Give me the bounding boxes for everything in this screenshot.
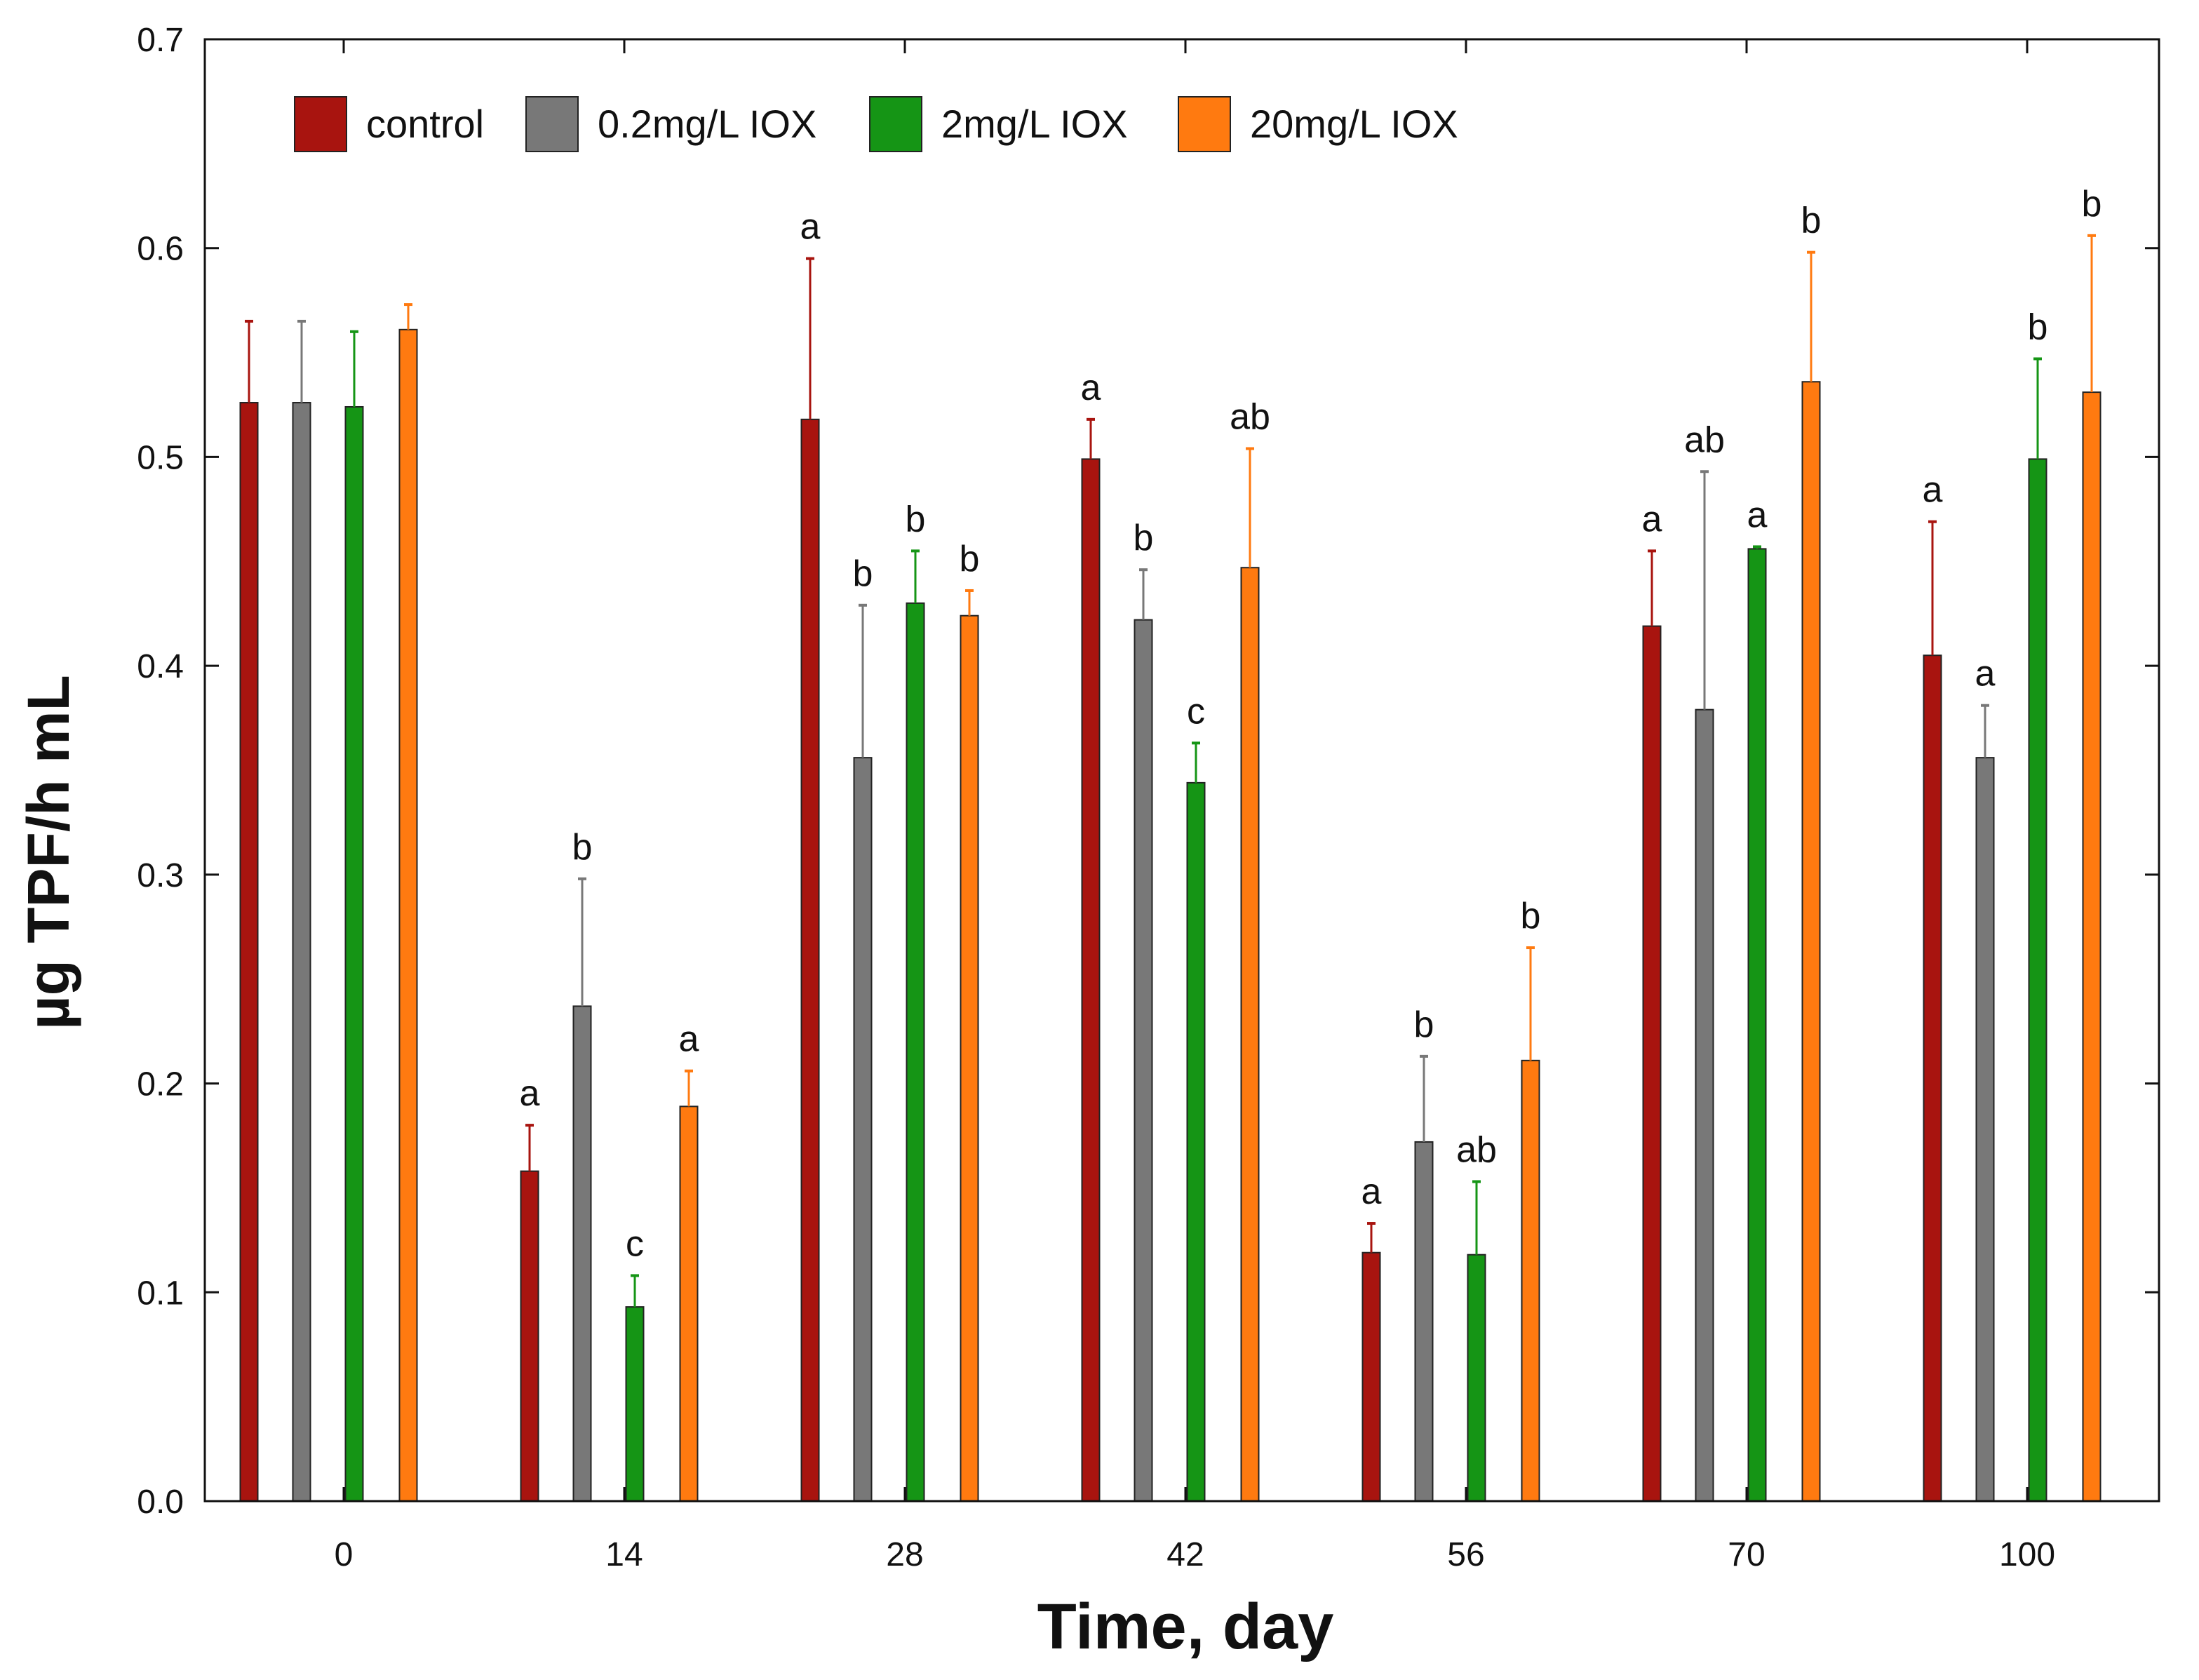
legend-swatch: [294, 96, 347, 152]
significance-label: a: [520, 1073, 540, 1114]
bar: [572, 1005, 592, 1502]
bar: [1467, 1254, 1486, 1502]
bar: [292, 402, 311, 1502]
significance-label: b: [960, 539, 980, 579]
plot-frame: [203, 38, 2160, 1503]
legend-label: 0.2mg/L IOX: [598, 102, 816, 146]
significance-label: b: [1521, 896, 1541, 936]
significance-label: ab: [1230, 397, 1270, 438]
x-tick-label: 70: [1728, 1536, 1765, 1573]
significance-label: b: [853, 553, 873, 594]
y-tick-label: 0.0: [137, 1484, 184, 1521]
significance-label: b: [906, 499, 926, 539]
legend-swatch: [869, 96, 922, 152]
bar: [1361, 1251, 1381, 1502]
bar: [398, 328, 418, 1502]
legend-label: 2mg/L IOX: [941, 102, 1128, 146]
bar: [2028, 458, 2047, 1502]
significance-label: b: [1801, 201, 1822, 241]
legend-swatch: [525, 96, 579, 152]
significance-label: b: [2082, 184, 2102, 224]
y-axis-title: µg TPF/h mL: [15, 675, 81, 1030]
y-tick-label: 0.3: [137, 857, 184, 894]
x-tick-label: 14: [605, 1536, 643, 1573]
bar: [1240, 567, 1260, 1502]
y-tick-label: 0.5: [137, 439, 184, 476]
x-tick-label: 42: [1166, 1536, 1204, 1573]
bar: [960, 614, 979, 1502]
bar: [1521, 1059, 1540, 1502]
significance-label: c: [1187, 691, 1205, 732]
y-tick-label: 0.4: [137, 648, 184, 685]
significance-label: ab: [1684, 419, 1725, 460]
bar: [239, 402, 259, 1502]
bar: [679, 1106, 699, 1502]
bar: [344, 405, 364, 1502]
x-tick-label: 56: [1447, 1536, 1484, 1573]
bar: [520, 1170, 539, 1503]
x-tick-label: 0: [335, 1536, 354, 1573]
significance-label: ab: [1456, 1129, 1497, 1170]
bar: [625, 1306, 645, 1503]
bar: [1923, 654, 1942, 1502]
legend: control 0.2mg/L IOX 2mg/L IOX 20mg/L IOX: [294, 96, 1458, 152]
bar: [906, 602, 925, 1502]
y-tick-label: 0.1: [137, 1275, 184, 1312]
bar: [1642, 625, 1662, 1502]
legend-label: control: [366, 102, 484, 146]
bar: [1801, 381, 1821, 1502]
legend-swatch: [1178, 96, 1231, 152]
y-tick-label: 0.6: [137, 231, 184, 268]
significance-label: b: [1134, 518, 1154, 558]
y-tick-label: 0.7: [137, 22, 184, 59]
significance-label: a: [800, 207, 821, 248]
significance-label: c: [626, 1223, 644, 1264]
axes-layer: 0.0 0.1 0.2 0.3 0.4 0.5 0.6 0.7 0 14 28 42 56 70 100: [137, 22, 2160, 1573]
significance-label: a: [1747, 495, 1768, 535]
significance-label: b: [2028, 307, 2048, 348]
x-tick-label: 28: [886, 1536, 923, 1573]
bar: [1747, 548, 1767, 1502]
significance-label: a: [1642, 499, 1662, 539]
significance-label: b: [572, 827, 593, 868]
bar: [1414, 1141, 1434, 1502]
significance-label: a: [1361, 1171, 1382, 1212]
legend-label: 20mg/L IOX: [1250, 102, 1458, 146]
bar: [1081, 458, 1101, 1502]
significance-label: b: [1414, 1004, 1434, 1045]
bar: [1975, 757, 1995, 1502]
x-tick-label: 100: [1999, 1536, 2055, 1573]
significance-label: a: [679, 1019, 699, 1060]
bar: [2082, 391, 2102, 1503]
significance-label: a: [1975, 654, 1996, 694]
x-axis-title: Time, day: [1037, 1591, 1334, 1662]
bar: [1134, 619, 1153, 1502]
bar: [853, 757, 873, 1502]
bar: [800, 418, 820, 1503]
bar: [1186, 781, 1206, 1502]
bar: [1695, 708, 1714, 1502]
y-tick-label: 0.2: [137, 1066, 184, 1103]
significance-label: a: [1923, 470, 1943, 511]
significance-label: a: [1081, 368, 1101, 408]
